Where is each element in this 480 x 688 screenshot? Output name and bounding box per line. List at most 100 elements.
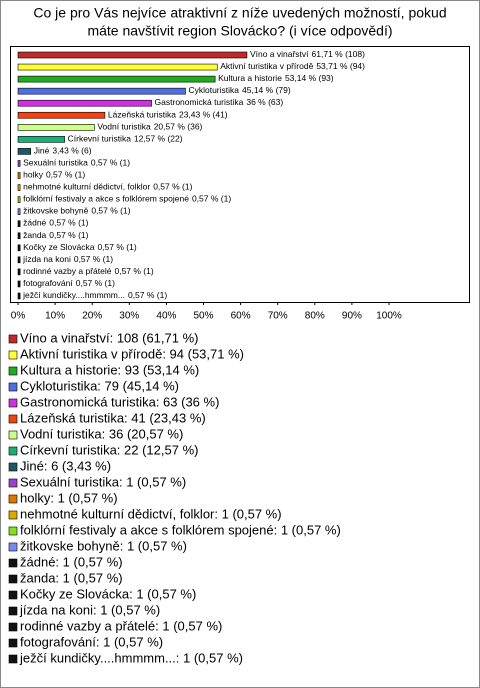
legend-label: žitkovske bohyně: 1 (0,57 %) — [20, 538, 187, 553]
value-label: 0,57 % (1) — [128, 290, 167, 300]
value-label: 53,71 % (94) — [316, 61, 365, 71]
legend-label: Gastronomická turistika: 63 (36 %) — [20, 394, 219, 409]
bar — [17, 99, 152, 107]
chart-title: máte navštívit region Slovácko? (i více … — [87, 23, 392, 39]
category-label: Gastronomická turistika — [155, 97, 244, 107]
bar-label: nehmotné kulturní dědictví, folklor 0,57 … — [23, 182, 192, 192]
bar-label: Kultura a historie 53,14 % (93) — [218, 73, 334, 83]
legend-swatch — [8, 510, 18, 520]
legend-label: žanda: 1 (0,57 %) — [20, 570, 123, 585]
value-label: 3,43 % (6) — [52, 146, 91, 156]
bar-label: žádné 0,57 % (1) — [23, 218, 89, 228]
plot-frame — [10, 46, 470, 303]
bar — [17, 51, 248, 59]
category-label: Církevní turistika — [68, 134, 132, 144]
category-label: žádné — [23, 218, 46, 228]
category-label: jízda na koni — [22, 254, 71, 264]
legend-label: Vodní turistika: 36 (20,57 %) — [20, 426, 183, 441]
value-label: 0,57 % (1) — [91, 206, 130, 216]
legend-swatch — [8, 382, 18, 392]
category-label: Jiné — [34, 146, 50, 156]
bar-label: Sexuální turistika 0,57 % (1) — [23, 158, 130, 168]
legend-label: Církevní turistika: 22 (12,57 %) — [20, 442, 198, 457]
bar-label: jízda na koni 0,57 % (1) — [22, 254, 113, 264]
bar-label: Cykloturistika 45,14 % (79) — [188, 85, 290, 95]
legend-label: žádné: 1 (0,57 %) — [20, 554, 123, 569]
category-label: holky — [23, 170, 44, 180]
value-label: 45,14 % (79) — [242, 85, 291, 95]
category-label: Lázeňská turistika — [108, 110, 176, 120]
legend-label: Aktivní turistika v přírodě: 94 (53,71 %… — [20, 346, 244, 361]
x-tick-label: 100% — [376, 311, 402, 322]
x-tick-label: 20% — [82, 311, 102, 322]
x-tick-label: 60% — [231, 311, 251, 322]
bar-label: fotografování 0,57 % (1) — [23, 278, 115, 288]
legend-swatch — [8, 430, 18, 440]
legend-label: Cykloturistika: 79 (45,14 %) — [20, 378, 179, 393]
value-label: 61,71 % (108) — [312, 49, 366, 59]
category-label: žitkovske bohyně — [23, 206, 88, 216]
legend-swatch — [8, 350, 18, 360]
legend-label: Víno a vinařství: 108 (61,71 %) — [20, 330, 198, 345]
legend-swatch — [8, 366, 18, 376]
value-label: 0,57 % (1) — [76, 278, 115, 288]
legend-label: jízda na koni: 1 (0,57 %) — [19, 602, 160, 617]
bar-label: Kočky ze Slovácka 0,57 % (1) — [23, 242, 137, 252]
x-tick-label: 90% — [342, 311, 362, 322]
x-tick-label: 70% — [268, 311, 288, 322]
bar — [17, 196, 21, 203]
category-label: folklórní festivaly a akce s folklórem s… — [23, 194, 189, 204]
bar-label: Gastronomická turistika 36 % (63) — [155, 97, 284, 107]
category-label: Sexuální turistika — [23, 158, 88, 168]
legend-swatch — [8, 558, 18, 568]
bar — [17, 111, 106, 119]
legend-swatch — [8, 654, 18, 664]
x-tick-label: 50% — [193, 311, 213, 322]
bar — [17, 268, 21, 276]
category-label: ježčí kundičky....hmmmm... — [22, 290, 125, 300]
legend-swatch — [8, 398, 18, 408]
category-label: Kočky ze Slovácka — [23, 242, 95, 252]
legend-swatch — [8, 462, 18, 472]
legend-label: Kultura a historie: 93 (53,14 %) — [20, 362, 199, 377]
bar — [17, 63, 218, 71]
value-label: 0,57 % (1) — [49, 230, 88, 240]
bar — [17, 148, 32, 155]
legend-swatch — [8, 638, 18, 648]
value-label: 23,43 % (41) — [179, 110, 228, 120]
legend-swatch — [8, 334, 18, 344]
bar-label: holky 0,57 % (1) — [23, 170, 85, 180]
value-label: 0,57 % (1) — [97, 242, 136, 252]
value-label: 0,57 % (1) — [114, 266, 153, 276]
value-label: 53,14 % (93) — [285, 73, 334, 83]
bar-label: žanda 0,57 % (1) — [23, 230, 89, 240]
value-label: 20,57 % (36) — [154, 122, 203, 132]
category-label: nehmotné kulturní dědictví, folklor — [23, 182, 150, 192]
value-label: 0,57 % (1) — [153, 182, 192, 192]
x-tick-label: 0% — [11, 311, 26, 322]
category-label: fotografování — [23, 278, 73, 288]
category-label: Cykloturistika — [188, 85, 239, 95]
legend-swatch — [8, 622, 18, 632]
category-label: rodinné vazby a přátelé — [23, 266, 112, 276]
legend-swatch — [8, 414, 18, 424]
legend-label: Jiné: 6 (3,43 %) — [20, 458, 111, 473]
bar — [17, 292, 21, 300]
value-label: 0,57 % (1) — [91, 158, 130, 168]
bar-label: rodinné vazby a přátelé 0,57 % (1) — [23, 266, 154, 276]
legend-swatch — [8, 446, 18, 456]
x-tick-label: 10% — [45, 311, 65, 322]
category-label: Víno a vinařství — [250, 49, 309, 59]
bar — [17, 184, 21, 191]
bar — [17, 160, 21, 167]
bar-label: Aktivní turistika v přírodě 53,71 % (94) — [220, 61, 365, 71]
legend-label: Lázeňská turistika: 41 (23,43 %) — [20, 410, 206, 425]
bar-label: Jiné 3,43 % (6) — [34, 146, 92, 156]
bar — [17, 256, 21, 264]
legend-label: ježčí kundičky....hmmmm...: 1 (0,57 %) — [19, 650, 243, 665]
value-label: 0,57 % (1) — [46, 170, 85, 180]
bar — [17, 208, 21, 215]
bar-label: ježčí kundičky....hmmmm... 0,57 % (1) — [22, 290, 167, 300]
legend-label: folklórní festivaly a akce s folklórem s… — [20, 522, 341, 537]
